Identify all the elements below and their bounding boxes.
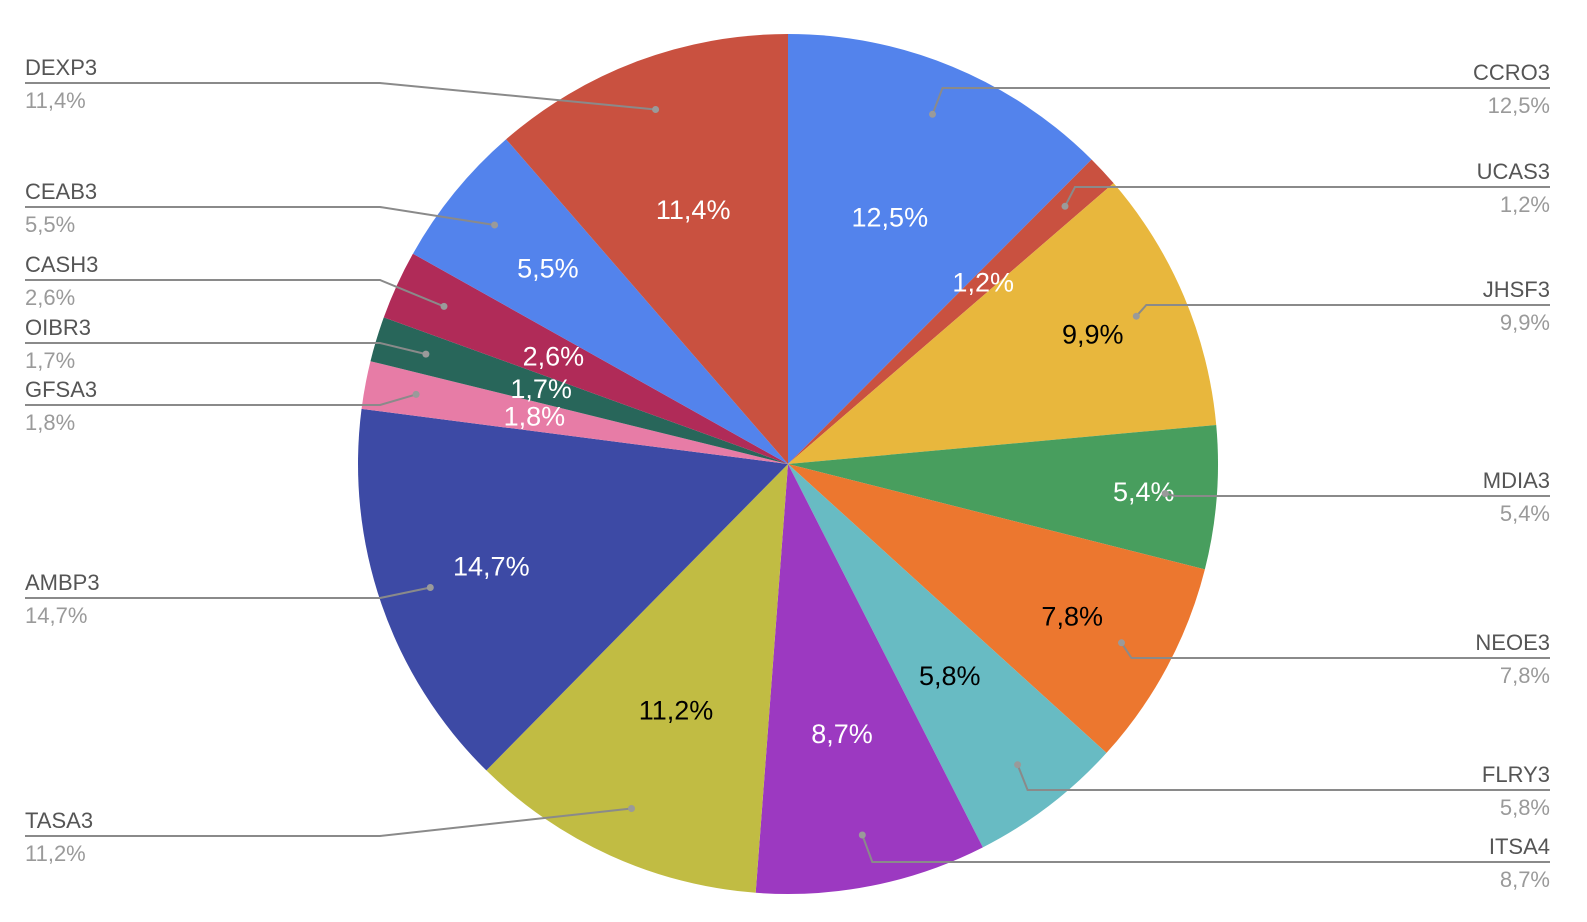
leader-dot — [1161, 490, 1169, 498]
slice-value-label: 11,2% — [639, 696, 714, 726]
callout-value: 7,8% — [1500, 663, 1550, 688]
callout-value: 2,6% — [25, 285, 75, 310]
leader-line — [931, 87, 1550, 115]
callout-value: 5,8% — [1500, 795, 1550, 820]
leader-dot — [628, 805, 635, 812]
slice-value-label: 5,5% — [517, 254, 579, 284]
callout-label: JHSF3 — [1483, 277, 1550, 302]
leader-line — [25, 393, 417, 406]
callout-label: GFSA3 — [25, 377, 97, 402]
callout-label: OIBR3 — [25, 315, 91, 340]
slice-value-label: 5,8% — [919, 661, 981, 691]
callout-label: AMBP3 — [25, 570, 100, 595]
callout-label: CCRO3 — [1473, 60, 1550, 85]
callout-value: 1,7% — [25, 348, 75, 373]
pie-slice-ambp3 — [358, 408, 788, 771]
pie-slice-ceab3 — [412, 139, 788, 464]
slice-value-label: 1,7% — [510, 374, 572, 404]
leader-line — [25, 807, 632, 837]
leader-dot — [1014, 761, 1022, 769]
leader-line — [1135, 304, 1550, 317]
callout-label: DEXP3 — [25, 55, 97, 80]
pie-slice-dexp3 — [506, 33, 788, 464]
leader-line — [1016, 764, 1550, 791]
slice-value-label: 2,6% — [523, 342, 585, 372]
callout-label: NEOE3 — [1475, 630, 1550, 655]
pie-slice-gfsa3 — [361, 361, 788, 464]
pie-slice-cash3 — [383, 253, 788, 464]
callout-value: 11,4% — [25, 88, 86, 113]
leader-line — [25, 586, 431, 599]
leader-dot — [440, 302, 448, 310]
pie-slice-jhsf3 — [788, 183, 1217, 464]
leader-dot — [858, 831, 866, 839]
slice-value-label: 1,8% — [504, 402, 566, 432]
pie-slice-ccro3 — [788, 34, 1092, 464]
callout-label: CASH3 — [25, 252, 98, 277]
slice-value-label: 12,5% — [852, 203, 929, 233]
callouts: CCRO3 12,5% UCAS3 1,2% JHSF3 9,9% MDIA3 5,4% NEO… — [25, 55, 1550, 892]
leader-line — [25, 206, 495, 226]
callout-value: 5,4% — [1500, 501, 1550, 526]
callout-value: 9,9% — [1500, 310, 1550, 335]
callout-label: CEAB3 — [25, 179, 97, 204]
leader-line — [25, 342, 427, 356]
callout-value: 11,2% — [25, 841, 86, 866]
leader-dot — [1061, 202, 1069, 210]
leader-dot — [412, 390, 420, 398]
callout-label: UCAS3 — [1477, 159, 1550, 184]
callout-label: ITSA4 — [1489, 834, 1550, 859]
pie-slice-itsa4 — [755, 464, 983, 894]
callout-value: 1,2% — [1500, 192, 1550, 217]
leader-line — [25, 279, 445, 308]
callout-value: 14,7% — [25, 603, 87, 628]
callout-label: MDIA3 — [1483, 468, 1550, 493]
leader-dot — [422, 350, 430, 358]
callout-value: 12,5% — [1488, 93, 1550, 118]
callout-value: 5,5% — [25, 212, 75, 237]
leader-dot — [1132, 312, 1140, 320]
leader-dot — [491, 221, 499, 229]
pie-slices — [358, 33, 1218, 894]
callout-label: FLRY3 — [1482, 762, 1550, 787]
pie-slice-tasa3 — [486, 464, 788, 893]
leader-dot — [1118, 639, 1125, 647]
slice-value-label: 11,4% — [656, 195, 731, 225]
leader-line — [1164, 492, 1550, 497]
pie-slice-mdia3 — [788, 424, 1218, 570]
callout-label: TASA3 — [25, 808, 93, 833]
pie-slice-flry3 — [788, 464, 1107, 848]
leader-line — [25, 82, 656, 111]
slice-value-label: 8,7% — [811, 719, 873, 749]
leader-line — [1064, 186, 1550, 207]
pie-slice-oibr3 — [370, 317, 788, 464]
pie-slice-ucas3 — [788, 159, 1114, 464]
slice-value-label: 9,9% — [1062, 320, 1124, 350]
slice-labels: 12,5%1,2%9,9%5,4%7,8%5,8%8,7%11,2%14,7%1… — [453, 195, 1175, 749]
callout-value: 1,8% — [25, 410, 75, 435]
leader-dot — [426, 584, 434, 591]
callout-value: 8,7% — [1500, 867, 1550, 892]
slice-value-label: 1,2% — [952, 267, 1014, 297]
leader-line — [861, 834, 1550, 863]
leader-dot — [929, 110, 936, 118]
leader-line — [1120, 642, 1550, 659]
slice-value-label: 7,8% — [1041, 601, 1103, 631]
pie-slice-neoe3 — [788, 464, 1205, 753]
leader-dot — [652, 106, 660, 113]
slice-value-label: 14,7% — [453, 551, 530, 581]
